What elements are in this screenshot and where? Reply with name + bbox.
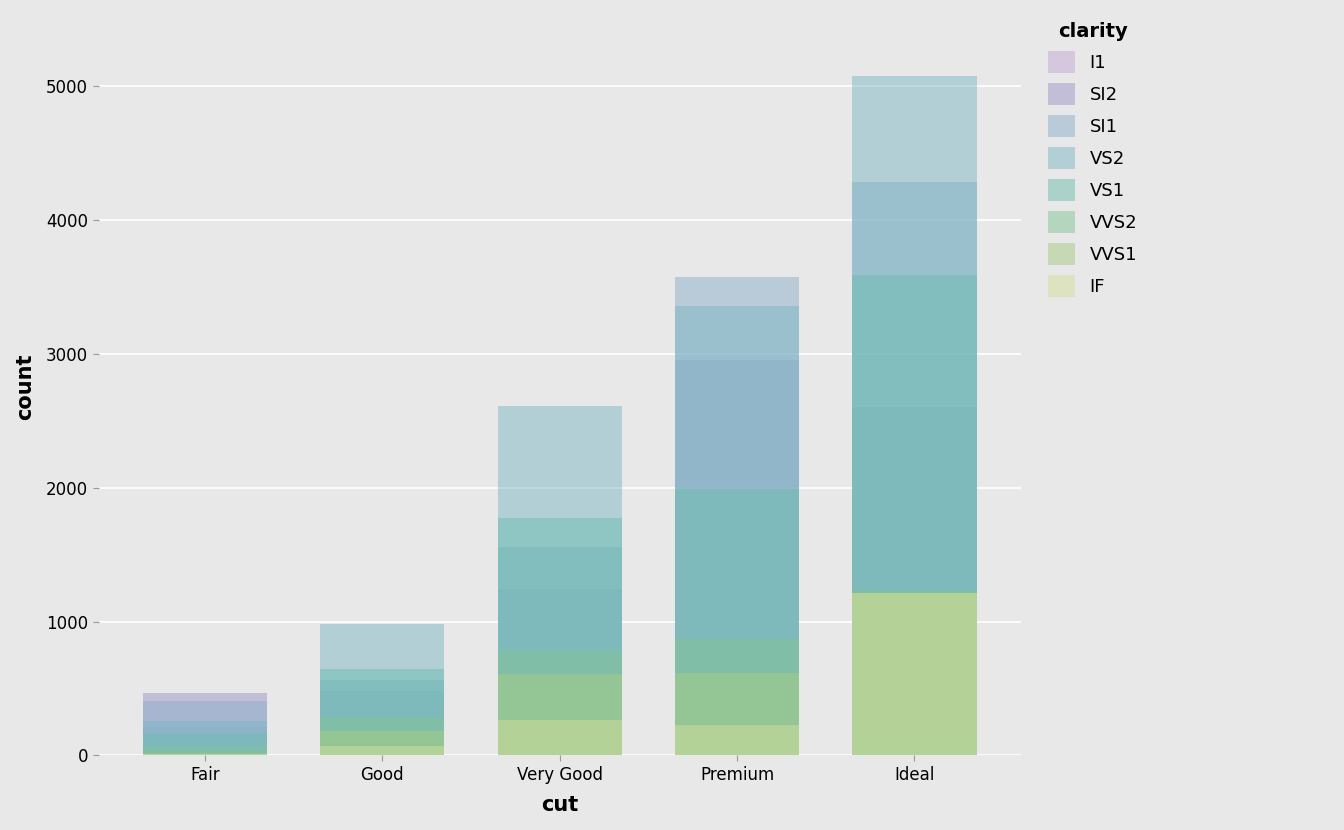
Bar — [497, 518, 622, 755]
Bar — [142, 693, 267, 755]
Bar — [142, 733, 267, 755]
Bar — [497, 589, 622, 755]
Legend: I1, SI2, SI1, VS2, VS1, VVS2, VVS1, IF: I1, SI2, SI1, VS2, VS1, VVS2, VVS1, IF — [1039, 13, 1146, 305]
Bar — [497, 650, 622, 755]
Bar — [852, 182, 977, 755]
Bar — [142, 727, 267, 755]
Bar — [852, 593, 977, 755]
Bar — [852, 275, 977, 755]
Bar — [852, 736, 977, 755]
Bar — [675, 639, 800, 755]
Bar — [142, 753, 267, 755]
Bar — [142, 701, 267, 755]
Bar — [852, 593, 977, 755]
X-axis label: cut: cut — [542, 795, 578, 815]
Bar — [675, 360, 800, 755]
Bar — [497, 674, 622, 755]
Bar — [142, 754, 267, 755]
Bar — [320, 680, 445, 755]
Bar — [497, 546, 622, 755]
Bar — [320, 717, 445, 755]
Bar — [675, 728, 800, 755]
Bar — [675, 725, 800, 755]
Bar — [142, 720, 267, 755]
Bar — [852, 590, 977, 755]
Y-axis label: count: count — [15, 354, 35, 420]
Bar — [497, 745, 622, 755]
Bar — [852, 408, 977, 755]
Bar — [497, 720, 622, 755]
Bar — [320, 691, 445, 755]
Bar — [320, 624, 445, 755]
Bar — [497, 407, 622, 755]
Bar — [675, 489, 800, 755]
Bar — [320, 669, 445, 755]
Bar — [320, 746, 445, 755]
Bar — [675, 276, 800, 755]
Bar — [675, 305, 800, 755]
Bar — [320, 743, 445, 755]
Bar — [675, 673, 800, 755]
Bar — [142, 746, 267, 755]
Bar — [852, 76, 977, 755]
Bar — [320, 730, 445, 755]
